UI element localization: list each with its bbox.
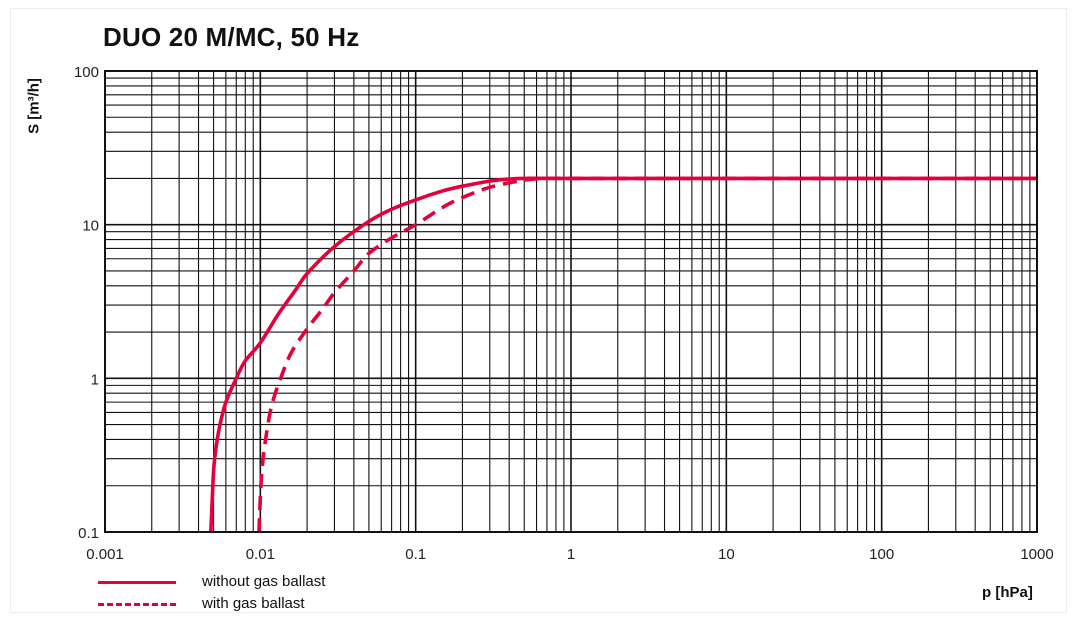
x-tick-label: 0.1 [405, 546, 426, 563]
x-tick-label: 1000 [1020, 546, 1053, 563]
series-line-without-gas-ballast [209, 176, 1037, 533]
legend-swatch-solid [98, 581, 176, 584]
x-tick-label: 1 [567, 546, 575, 563]
y-tick-label: 0.1 [78, 525, 99, 542]
legend-label-solid: without gas ballast [202, 573, 326, 590]
tick-labels: 0.001 0.01 0.1 1 10 100 1000 0.1 1 10 100 [74, 64, 1054, 563]
x-tick-label: 0.01 [246, 546, 275, 563]
legend-label-dashed: with gas ballast [202, 595, 305, 612]
x-axis-label: p [hPa] [982, 584, 1033, 601]
legend-swatch-dashed [98, 603, 176, 606]
x-tick-label: 0.001 [86, 546, 124, 563]
y-tick-label: 1 [91, 371, 99, 388]
x-tick-label: 100 [869, 546, 894, 563]
y-tick-label: 100 [74, 64, 99, 81]
chart-panel [10, 8, 1067, 613]
series-line-with-gas-ballast [257, 176, 1037, 533]
series-lines [209, 176, 1037, 533]
chart-title: DUO 20 M/MC, 50 Hz [103, 22, 360, 52]
y-tick-label: 10 [82, 218, 99, 235]
x-tick-label: 10 [718, 546, 735, 563]
grid-lines [104, 71, 1037, 533]
plot-frame [104, 70, 1038, 533]
